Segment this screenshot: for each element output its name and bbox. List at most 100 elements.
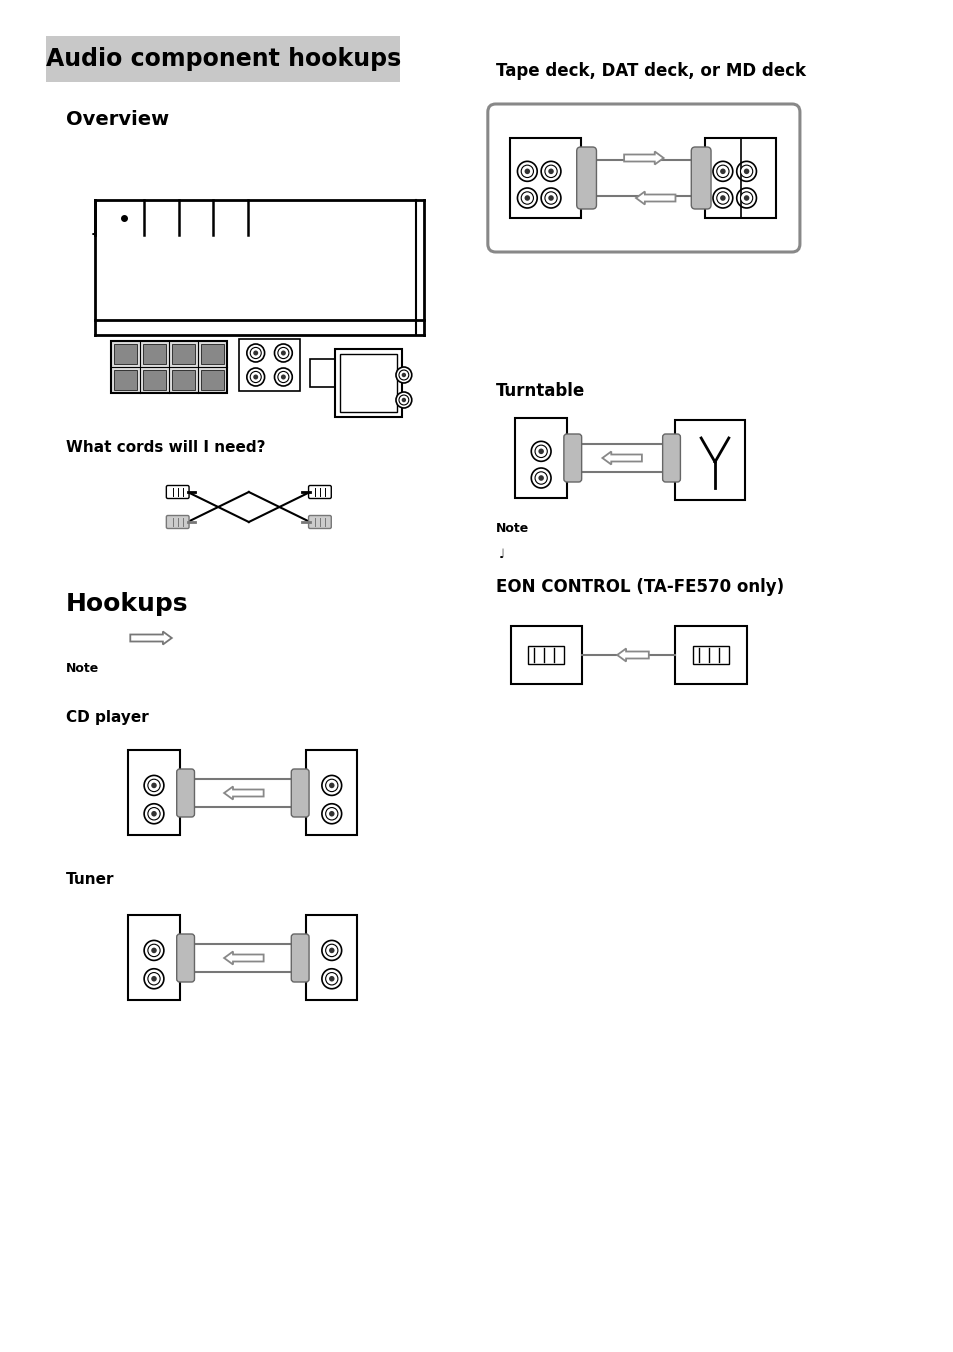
Circle shape [250, 372, 261, 383]
Bar [172, 370, 194, 389]
Bar [172, 343, 194, 364]
FancyArrow shape [636, 192, 675, 204]
Circle shape [716, 192, 728, 204]
Circle shape [712, 161, 732, 181]
FancyArrow shape [617, 649, 648, 661]
Circle shape [395, 392, 412, 408]
Bar [238, 339, 300, 391]
FancyBboxPatch shape [691, 147, 710, 210]
FancyBboxPatch shape [291, 934, 309, 982]
Circle shape [524, 169, 530, 174]
Bar [509, 138, 580, 218]
Circle shape [148, 779, 160, 792]
Circle shape [144, 969, 164, 988]
FancyArrow shape [224, 787, 263, 799]
Circle shape [247, 368, 264, 387]
Circle shape [152, 811, 156, 817]
Bar [306, 915, 357, 1000]
Text: Note: Note [496, 522, 528, 535]
Circle shape [329, 948, 335, 953]
Circle shape [280, 375, 286, 380]
FancyArrow shape [224, 952, 263, 964]
Circle shape [148, 944, 160, 957]
Circle shape [398, 395, 408, 406]
Circle shape [548, 195, 554, 201]
Circle shape [517, 161, 537, 181]
Bar [310, 360, 349, 387]
Bar [113, 370, 136, 389]
Bar [675, 626, 746, 684]
Text: ♩: ♩ [91, 224, 96, 238]
Circle shape [321, 969, 341, 988]
Circle shape [520, 192, 533, 204]
Bar [693, 646, 728, 664]
Circle shape [531, 441, 551, 461]
Circle shape [544, 165, 557, 177]
Bar [515, 418, 566, 498]
Circle shape [740, 165, 752, 177]
Circle shape [524, 195, 530, 201]
Circle shape [544, 192, 557, 204]
Circle shape [253, 350, 258, 356]
Bar [47, 37, 399, 82]
Text: Tape deck, DAT deck, or MD deck: Tape deck, DAT deck, or MD deck [496, 62, 805, 80]
Circle shape [144, 776, 164, 795]
Circle shape [274, 343, 292, 362]
Circle shape [321, 803, 341, 823]
Bar [201, 343, 224, 364]
Circle shape [325, 972, 337, 986]
Circle shape [250, 347, 261, 358]
Circle shape [247, 343, 264, 362]
Circle shape [325, 944, 337, 957]
Circle shape [743, 195, 748, 201]
Circle shape [401, 397, 406, 403]
Circle shape [329, 811, 335, 817]
Circle shape [144, 803, 164, 823]
Circle shape [736, 188, 756, 208]
Text: What cords will I need?: What cords will I need? [66, 439, 265, 456]
Bar [339, 354, 396, 412]
FancyBboxPatch shape [176, 934, 194, 982]
Circle shape [720, 195, 725, 201]
Circle shape [535, 472, 547, 484]
Text: Tuner: Tuner [66, 872, 114, 887]
Circle shape [712, 188, 732, 208]
Bar [143, 343, 166, 364]
Circle shape [537, 449, 543, 454]
FancyBboxPatch shape [176, 769, 194, 817]
Circle shape [274, 368, 292, 387]
Circle shape [152, 783, 156, 788]
Text: Hookups: Hookups [66, 592, 189, 617]
Circle shape [325, 779, 337, 792]
Bar [335, 349, 401, 416]
Circle shape [736, 161, 756, 181]
Circle shape [548, 169, 554, 174]
Circle shape [144, 941, 164, 960]
FancyBboxPatch shape [166, 485, 189, 499]
Circle shape [152, 976, 156, 982]
FancyBboxPatch shape [487, 104, 799, 251]
Circle shape [401, 373, 406, 377]
Circle shape [277, 347, 289, 358]
Bar [675, 420, 744, 500]
Circle shape [280, 350, 286, 356]
Circle shape [716, 165, 728, 177]
Circle shape [537, 475, 543, 481]
Bar [129, 915, 179, 1000]
Bar [143, 370, 166, 389]
FancyBboxPatch shape [577, 147, 596, 210]
Circle shape [740, 192, 752, 204]
Circle shape [325, 807, 337, 819]
Bar [510, 626, 581, 684]
FancyArrow shape [623, 151, 663, 165]
Circle shape [743, 169, 748, 174]
FancyBboxPatch shape [166, 515, 189, 529]
Circle shape [321, 941, 341, 960]
Text: CD player: CD player [66, 710, 149, 725]
Bar [113, 343, 136, 364]
Circle shape [395, 366, 412, 383]
FancyBboxPatch shape [308, 485, 331, 499]
Text: Note: Note [66, 662, 99, 675]
FancyArrow shape [601, 452, 641, 465]
Bar [129, 750, 179, 836]
